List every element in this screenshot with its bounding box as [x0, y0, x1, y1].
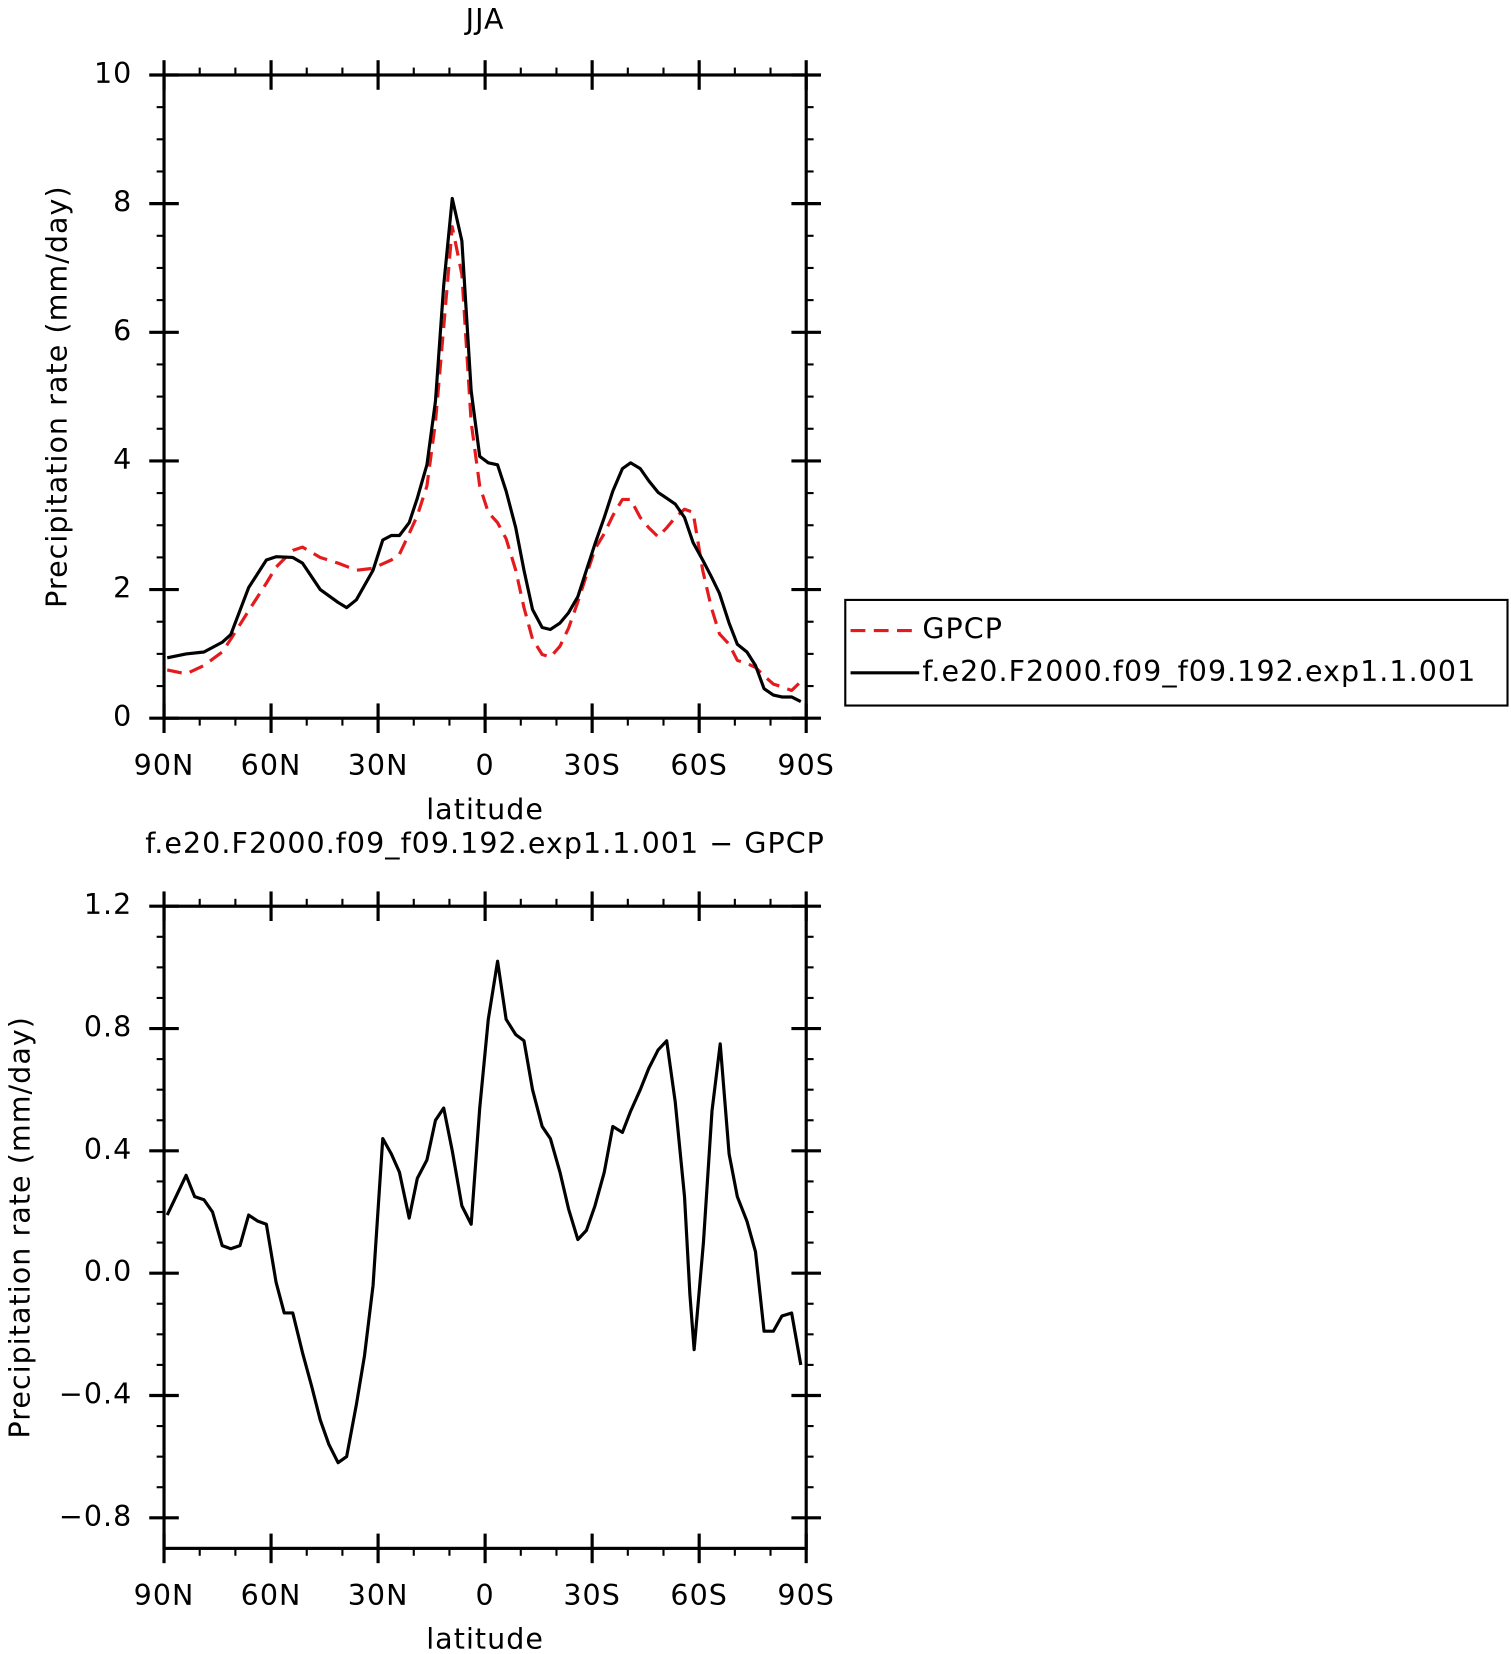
- x-tick-label: 0: [476, 1579, 495, 1612]
- x-tick-label: 30N: [348, 1579, 409, 1612]
- y-tick-label: 0: [113, 700, 132, 733]
- x-tick-label: 0: [476, 749, 495, 782]
- plot-frame: [162, 73, 808, 720]
- x-tick-label: 60N: [241, 749, 302, 782]
- x-axis-label: latitude: [426, 793, 544, 826]
- x-tick-label: 30S: [563, 1579, 621, 1612]
- x-tick-label: 90N: [134, 1579, 195, 1612]
- y-axis-label: Precipitation rate (mm/day): [3, 1016, 36, 1438]
- y-tick-label: 2: [113, 572, 132, 605]
- x-tick-label: 30N: [348, 749, 409, 782]
- data-line: [165, 959, 803, 1465]
- y-tick-label: 10: [94, 57, 132, 90]
- y-tick-label: −0.4: [59, 1377, 132, 1410]
- legend-box: [844, 598, 1509, 707]
- legend-label: GPCP: [922, 613, 1003, 646]
- x-tick-label: 90S: [777, 749, 835, 782]
- y-tick-label: −0.8: [59, 1500, 132, 1533]
- data-line: [166, 196, 802, 703]
- x-tick-label: 60S: [670, 1579, 728, 1612]
- y-tick-label: 0.8: [84, 1011, 132, 1044]
- x-tick-label: 60N: [241, 1579, 302, 1612]
- y-tick-label: 8: [113, 186, 132, 219]
- data-line: [166, 225, 802, 693]
- x-tick-label: 90S: [777, 1579, 835, 1612]
- legend-label: f.e20.F2000.f09_f09.192.exp1.1.001: [922, 655, 1476, 688]
- chart-title: JJA: [464, 3, 505, 36]
- plot-frame: [162, 904, 808, 1550]
- y-tick-label: 6: [113, 314, 132, 347]
- y-tick-label: 0.4: [84, 1133, 132, 1166]
- chart-title: f.e20.F2000.f09_f09.192.exp1.1.001 − GPC…: [145, 827, 825, 860]
- x-axis-label: latitude: [426, 1622, 544, 1654]
- x-tick-label: 90N: [134, 749, 195, 782]
- y-tick-label: 0.0: [84, 1255, 132, 1288]
- y-axis-label: Precipitation rate (mm/day): [40, 185, 73, 607]
- x-tick-label: 30S: [563, 749, 621, 782]
- y-tick-label: 4: [113, 443, 132, 476]
- x-tick-label: 60S: [670, 749, 728, 782]
- y-tick-label: 1.2: [84, 888, 132, 921]
